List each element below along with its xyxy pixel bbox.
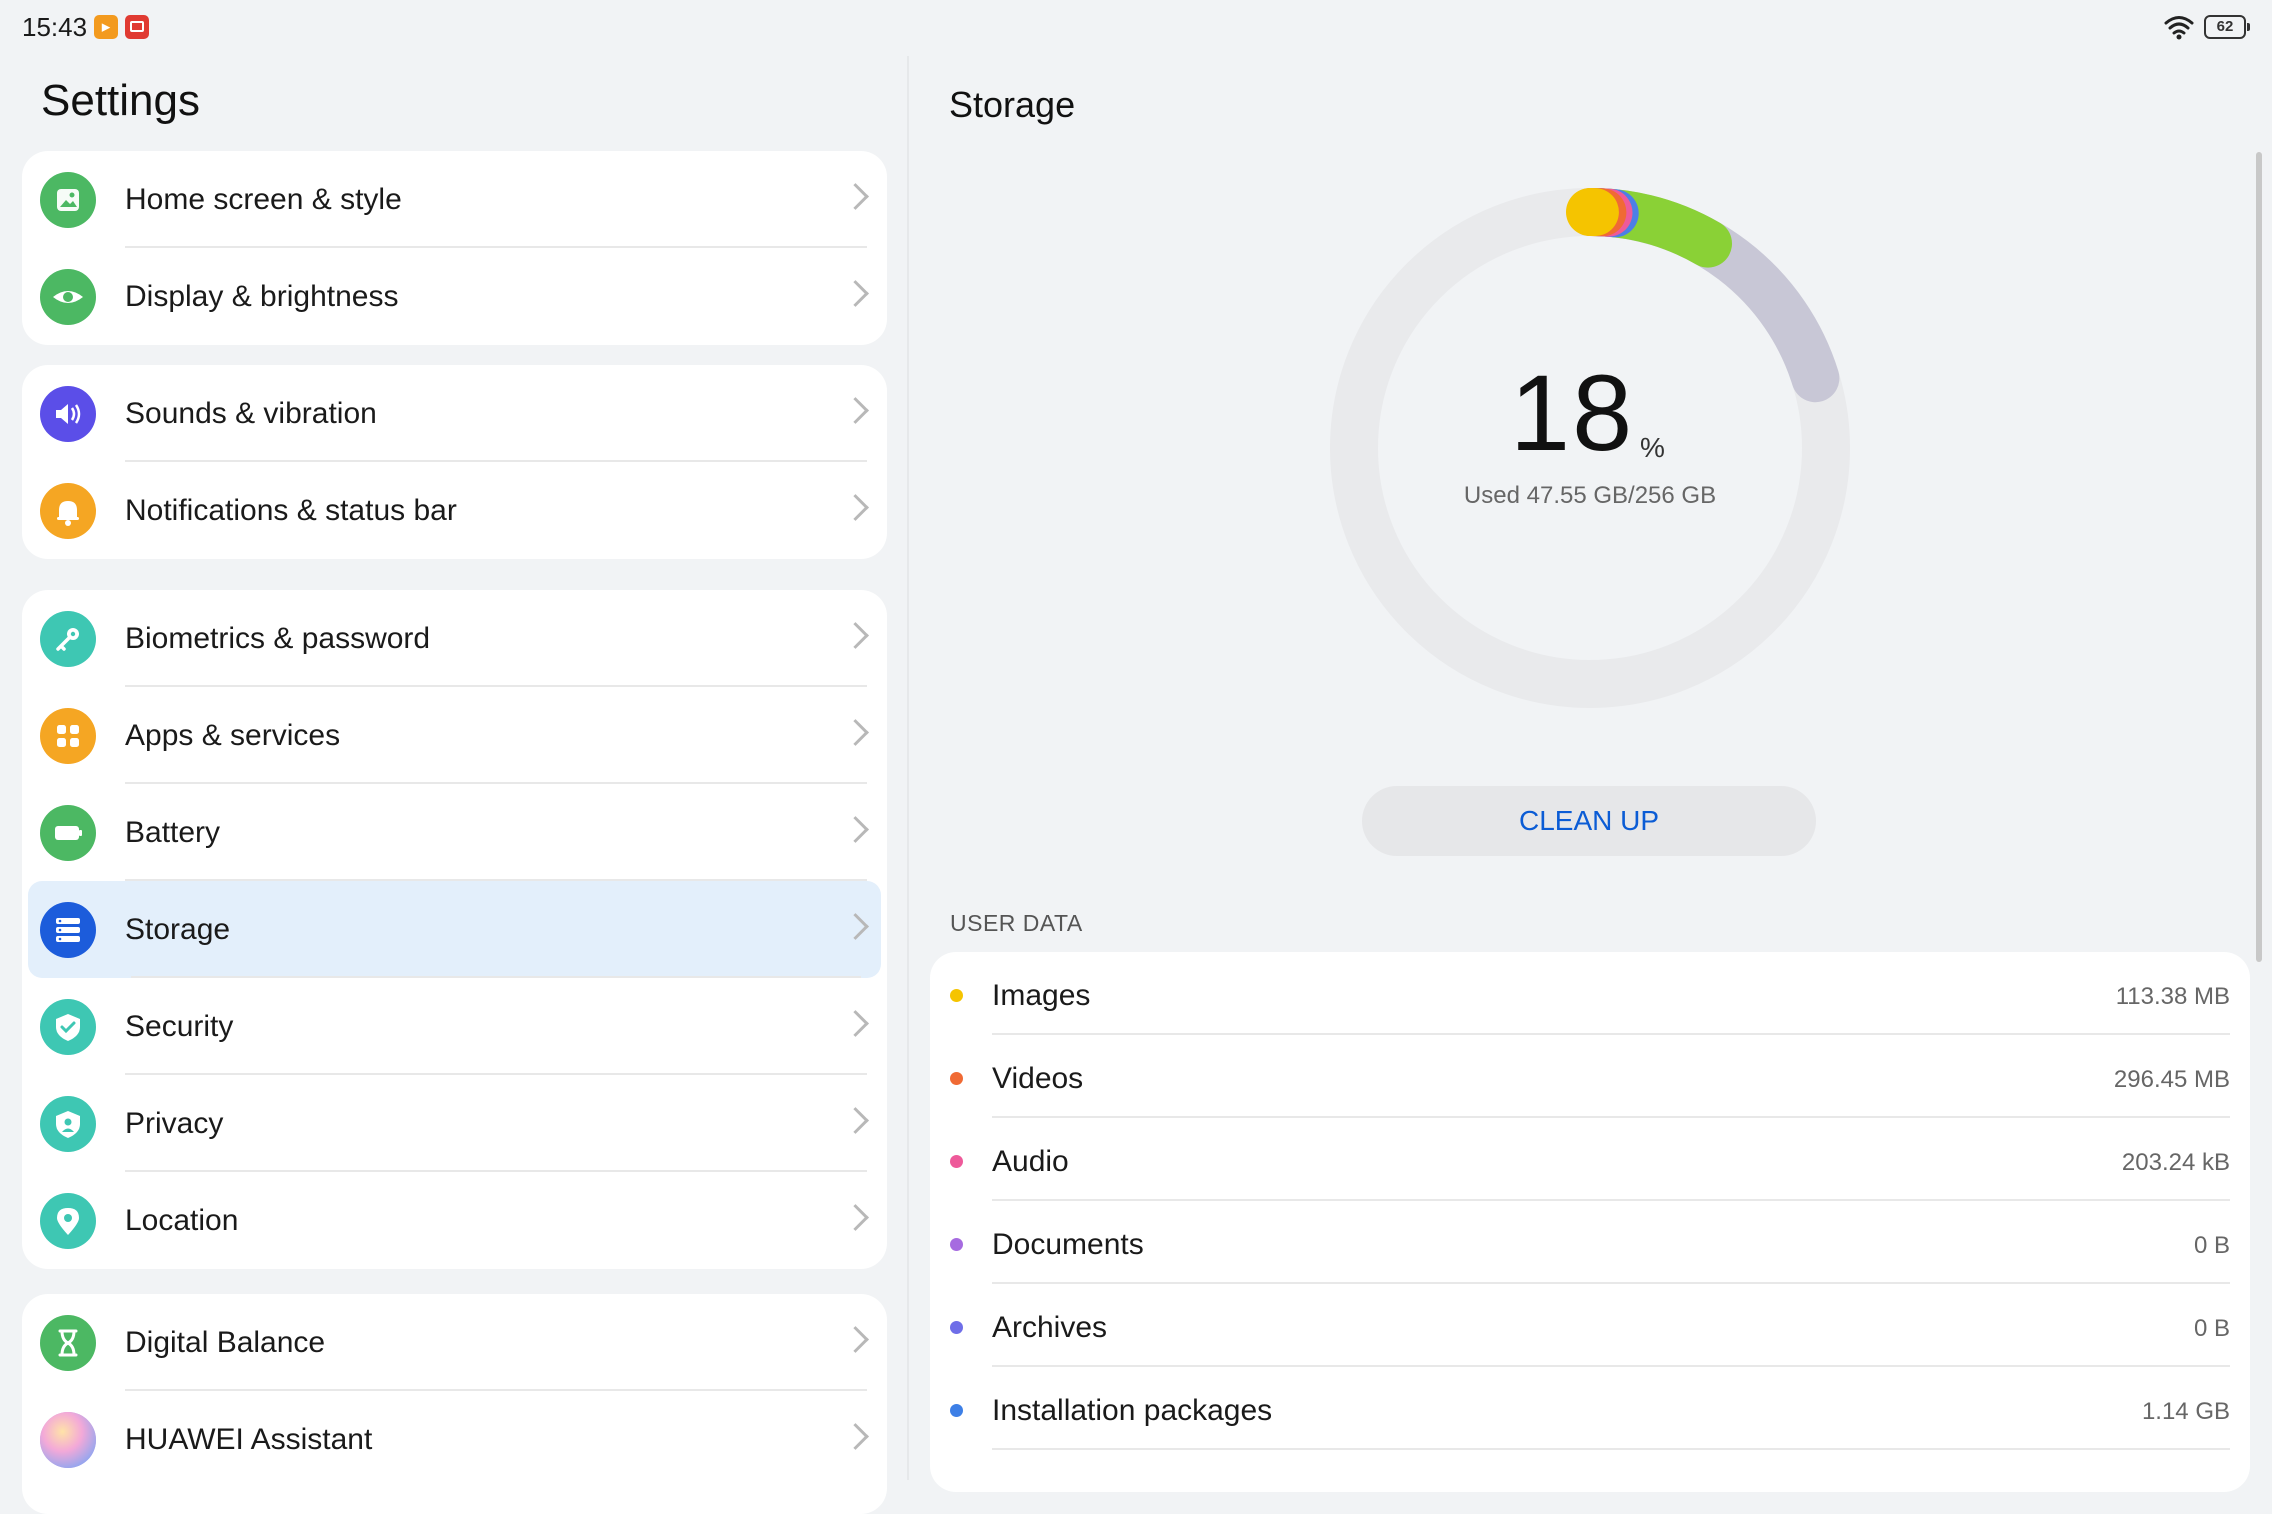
scrollbar[interactable] xyxy=(2256,152,2262,962)
sidebar-item-label: Battery xyxy=(125,816,220,850)
status-time: 15:43 xyxy=(22,12,87,43)
category-color-dot xyxy=(950,1404,963,1417)
sidebar-item-security[interactable]: Security xyxy=(22,978,887,1075)
sidebar-item-storage[interactable]: Storage xyxy=(28,881,881,978)
user-data-row-images[interactable]: Images 113.38 MB xyxy=(930,952,2250,1035)
settings-title: Settings xyxy=(41,76,200,126)
category-color-dot xyxy=(950,1155,963,1168)
apps-grid-icon xyxy=(40,708,96,764)
sidebar-item-label: Privacy xyxy=(125,1107,223,1141)
location-pin-icon xyxy=(40,1193,96,1249)
app-notification-icon: ▸ xyxy=(94,15,118,39)
category-name: Images xyxy=(992,979,1090,1013)
eye-icon xyxy=(40,269,96,325)
category-name: Archives xyxy=(992,1311,1107,1345)
sidebar-item-sounds-and-vibration[interactable]: Sounds & vibration xyxy=(22,365,887,462)
user-data-row-archives[interactable]: Archives 0 B xyxy=(930,1284,2250,1367)
sidebar-item-label: Storage xyxy=(125,913,230,947)
category-color-dot xyxy=(950,1072,963,1085)
chevron-right-icon xyxy=(842,183,869,210)
sidebar-item-privacy[interactable]: Privacy xyxy=(22,1075,887,1172)
user-data-label: USER DATA xyxy=(950,910,1083,937)
page-title: Storage xyxy=(949,84,1075,126)
sidebar-item-notifications-and-status-bar[interactable]: Notifications & status bar xyxy=(22,462,887,559)
category-name: Documents xyxy=(992,1228,1144,1262)
storage-icon xyxy=(40,902,96,958)
settings-card: Sounds & vibration Notifications & status… xyxy=(22,365,887,559)
bell-icon xyxy=(40,483,96,539)
panel-divider xyxy=(907,56,909,1480)
category-size: 1.14 GB xyxy=(2142,1398,2230,1426)
category-size: 0 B xyxy=(2194,1232,2230,1260)
sidebar-item-label: Digital Balance xyxy=(125,1326,325,1360)
sidebar-item-label: Location xyxy=(125,1204,238,1238)
category-color-dot xyxy=(950,1238,963,1251)
sidebar-item-label: Home screen & style xyxy=(125,183,402,217)
shield-check-icon xyxy=(40,999,96,1055)
sidebar-item-label: Display & brightness xyxy=(125,280,398,314)
category-size: 0 B xyxy=(2194,1315,2230,1343)
sidebar-item-label: Sounds & vibration xyxy=(125,397,377,431)
sidebar-item-label: Notifications & status bar xyxy=(125,494,457,528)
assistant-icon xyxy=(40,1412,96,1468)
user-data-list: Images 113.38 MB Videos 296.45 MB Audio … xyxy=(930,952,2250,1492)
category-name: Audio xyxy=(992,1145,1069,1179)
chevron-right-icon xyxy=(842,1204,869,1231)
sidebar-item-battery[interactable]: Battery xyxy=(22,784,887,881)
chevron-right-icon xyxy=(842,397,869,424)
chevron-right-icon xyxy=(842,1326,869,1353)
home-screen-icon xyxy=(40,172,96,228)
key-icon xyxy=(40,611,96,667)
sidebar-item-apps-and-services[interactable]: Apps & services xyxy=(22,687,887,784)
sidebar-item-location[interactable]: Location xyxy=(22,1172,887,1269)
chevron-right-icon xyxy=(842,1423,869,1450)
category-size: 113.38 MB xyxy=(2116,983,2230,1011)
user-data-row-documents[interactable]: Documents 0 B xyxy=(930,1201,2250,1284)
wifi-icon xyxy=(2164,14,2194,40)
chevron-right-icon xyxy=(842,1010,869,1037)
settings-card: Biometrics & password Apps & services Batt… xyxy=(22,590,887,1269)
category-name: Installation packages xyxy=(992,1394,1272,1428)
app-notification-icon-2 xyxy=(125,15,149,39)
speaker-icon xyxy=(40,386,96,442)
sidebar-item-label: Security xyxy=(125,1010,233,1044)
status-bar: 15:43 ▸ 62 xyxy=(0,0,2272,56)
sidebar-item-label: Biometrics & password xyxy=(125,622,430,656)
chevron-right-icon xyxy=(842,494,869,521)
battery-indicator: 62 xyxy=(2204,15,2246,39)
sidebar-item-label: Apps & services xyxy=(125,719,340,753)
category-name: Videos xyxy=(992,1062,1083,1096)
chevron-right-icon xyxy=(842,280,869,307)
sidebar-item-biometrics-and-password[interactable]: Biometrics & password xyxy=(22,590,887,687)
usage-percent: 18 xyxy=(1510,350,1634,475)
category-color-dot xyxy=(950,989,963,1002)
privacy-shield-icon xyxy=(40,1096,96,1152)
settings-card: Digital Balance HUAWEI Assistant xyxy=(22,1294,887,1514)
user-data-row-audio[interactable]: Audio 203.24 kB xyxy=(930,1118,2250,1201)
row-divider xyxy=(992,1448,2230,1450)
usage-text: Used 47.55 GB/256 GB xyxy=(1330,482,1850,510)
chevron-right-icon xyxy=(842,622,869,649)
sidebar-item-huawei-assistant[interactable]: HUAWEI Assistant xyxy=(22,1391,887,1488)
chevron-right-icon xyxy=(842,1107,869,1134)
user-data-row-installation-packages[interactable]: Installation packages 1.14 GB xyxy=(930,1367,2250,1450)
category-size: 203.24 kB xyxy=(2122,1149,2230,1177)
clean-up-button[interactable]: CLEAN UP xyxy=(1362,786,1816,856)
sidebar-item-digital-balance[interactable]: Digital Balance xyxy=(22,1294,887,1391)
chevron-right-icon xyxy=(842,719,869,746)
battery-icon xyxy=(40,805,96,861)
chevron-right-icon xyxy=(842,913,869,940)
hourglass-icon xyxy=(40,1315,96,1371)
category-size: 296.45 MB xyxy=(2114,1066,2230,1094)
category-color-dot xyxy=(950,1321,963,1334)
sidebar-item-label: HUAWEI Assistant xyxy=(125,1423,372,1457)
sidebar-item-display-and-brightness[interactable]: Display & brightness xyxy=(22,248,887,345)
chevron-right-icon xyxy=(842,816,869,843)
settings-card: Home screen & style Display & brightness xyxy=(22,151,887,345)
user-data-row-videos[interactable]: Videos 296.45 MB xyxy=(930,1035,2250,1118)
usage-percent-unit: % xyxy=(1640,432,1665,464)
sidebar-item-home-screen-and-style[interactable]: Home screen & style xyxy=(22,151,887,248)
